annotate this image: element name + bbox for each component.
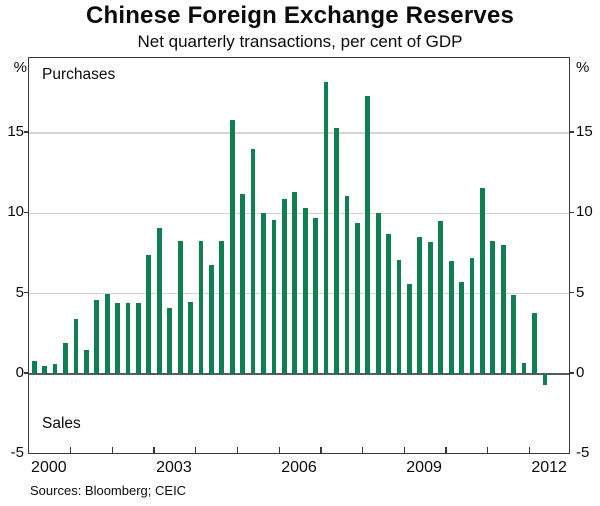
x-axis-year-tick — [361, 447, 364, 453]
bar-2001Q1 — [73, 319, 79, 374]
bar-2002Q4 — [146, 255, 152, 374]
y-axis-tick-right — [570, 211, 574, 214]
y-tick-label-left--5: -5 — [10, 444, 24, 462]
zero-line — [29, 372, 569, 375]
x-axis-year-tick — [278, 447, 280, 453]
x-axis-year-tick — [153, 447, 155, 453]
x-tick-label-2006: 2006 — [281, 459, 317, 476]
bar-2008Q1 — [365, 96, 371, 374]
bar-2003Q1 — [156, 227, 162, 374]
bar-2010Q1 — [448, 261, 454, 374]
y-tick-label-left-15: 15 — [7, 123, 24, 141]
bar-2001Q3 — [94, 299, 100, 374]
bar-2012Q1 — [532, 312, 537, 374]
x-axis-year-tick — [111, 447, 114, 453]
bar-2010Q2 — [459, 282, 464, 374]
y-tick-label-right-15: 15 — [576, 123, 593, 141]
bar-2006Q2 — [292, 192, 298, 374]
y-axis-tick-right — [570, 131, 574, 133]
bar-2005Q4 — [271, 219, 277, 374]
x-axis-year-tick — [528, 447, 530, 453]
bar-2008Q3 — [386, 234, 391, 374]
plot-area: Purchases Sales — [28, 57, 570, 454]
gridline-10 — [29, 212, 569, 214]
y-axis-tick-left — [24, 131, 28, 133]
bar-2010Q3 — [469, 258, 475, 374]
y-tick-label-left-10: 10 — [7, 203, 24, 221]
chart-title: Chinese Foreign Exchange Reserves — [85, 2, 515, 29]
bar-2000Q4 — [63, 343, 68, 374]
bar-2004Q4 — [229, 120, 235, 374]
bar-2006Q4 — [313, 218, 319, 374]
x-axis-year-tick — [403, 447, 405, 453]
bar-2011Q1 — [490, 240, 496, 374]
chart-subtitle: Net quarterly transactions, per cent of … — [137, 32, 463, 51]
y-axis-tick-left — [24, 372, 28, 374]
bar-2002Q1 — [115, 303, 120, 374]
y-tick-label-left-0: 0 — [15, 363, 24, 381]
bar-2001Q2 — [83, 349, 89, 374]
bar-2010Q4 — [480, 187, 485, 374]
gridline-5 — [29, 292, 569, 295]
bar-2011Q4 — [521, 362, 527, 374]
bar-2004Q2 — [209, 264, 214, 374]
y-axis-tick-right — [570, 372, 574, 374]
x-tick-label-2009: 2009 — [406, 459, 442, 476]
bar-2007Q4 — [354, 222, 360, 374]
x-axis-year-tick — [320, 447, 322, 453]
y-axis-unit-left: % — [13, 59, 27, 76]
x-axis-year-tick — [195, 447, 197, 453]
bar-2000Q3 — [52, 364, 58, 374]
x-axis-year-tick — [236, 447, 239, 453]
x-axis-year-tick — [487, 447, 489, 453]
bar-2009Q1 — [407, 283, 412, 374]
bar-2003Q3 — [177, 240, 183, 374]
purchases-label: Purchases — [42, 66, 116, 83]
y-tick-label-right-0: 0 — [576, 363, 585, 381]
bar-2006Q1 — [281, 198, 287, 374]
bar-2002Q3 — [136, 303, 141, 374]
bar-2008Q2 — [375, 213, 381, 374]
y-axis-tick-left — [24, 211, 28, 214]
x-tick-label-2003: 2003 — [156, 459, 192, 476]
bar-2001Q4 — [104, 293, 110, 374]
bar-2009Q3 — [427, 242, 433, 374]
source-note: Sources: Bloomberg; CEIC — [30, 483, 187, 498]
bar-2012Q2 — [542, 373, 548, 386]
x-axis-year-tick — [445, 447, 447, 453]
bar-2007Q3 — [344, 195, 350, 374]
bar-2009Q4 — [438, 221, 444, 374]
x-tick-label-2000: 2000 — [31, 459, 67, 476]
bar-2007Q2 — [334, 128, 339, 374]
bar-2011Q3 — [511, 295, 517, 374]
y-axis-tick-right — [570, 291, 574, 294]
x-axis-year-tick — [70, 447, 72, 453]
bar-2000Q1 — [31, 360, 37, 374]
bar-2003Q2 — [167, 307, 173, 374]
bar-2003Q4 — [188, 301, 193, 374]
bar-2011Q2 — [500, 245, 506, 374]
sales-label: Sales — [42, 415, 81, 432]
bar-2005Q2 — [250, 149, 256, 374]
y-axis-tick-left — [24, 291, 28, 294]
bar-2006Q3 — [302, 208, 308, 374]
y-axis-unit-right: % — [576, 59, 590, 76]
gridline-15 — [29, 132, 569, 134]
bar-2004Q1 — [198, 240, 204, 374]
bar-2009Q2 — [417, 237, 423, 374]
bar-2007Q1 — [323, 81, 329, 374]
bar-2002Q2 — [125, 303, 131, 374]
y-tick-label-right-10: 10 — [576, 203, 593, 221]
bar-2005Q1 — [240, 194, 246, 374]
y-tick-label-right-5: 5 — [576, 283, 585, 301]
x-tick-label-2012: 2012 — [531, 459, 567, 476]
bar-2000Q2 — [42, 365, 48, 374]
bar-2008Q4 — [396, 259, 402, 374]
y-tick-label-left-5: 5 — [15, 283, 24, 301]
y-tick-label-right--5: -5 — [576, 444, 590, 462]
bar-2004Q3 — [219, 240, 225, 374]
bar-2005Q3 — [261, 213, 266, 374]
